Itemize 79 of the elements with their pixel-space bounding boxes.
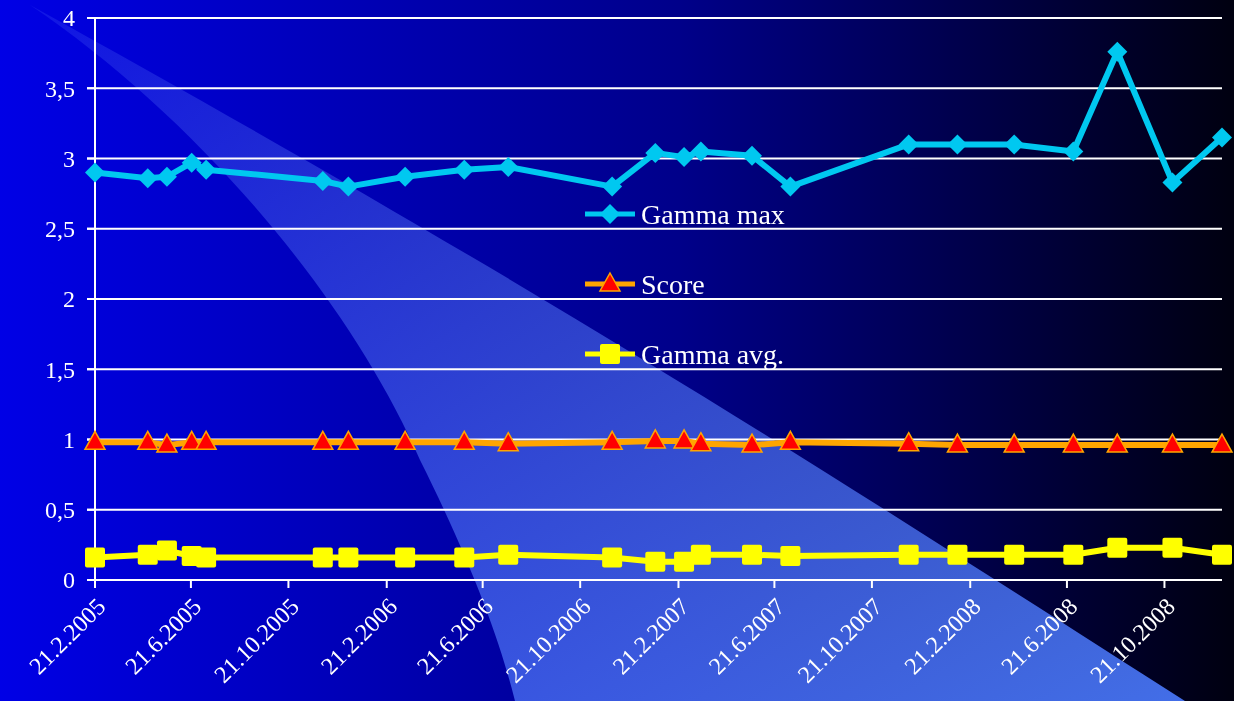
y-tick-label: 4 (63, 5, 75, 32)
point (85, 547, 105, 568)
point (645, 142, 666, 163)
legend-label: Gamma max (641, 198, 785, 230)
point (674, 551, 695, 572)
point (601, 430, 623, 451)
point (1063, 544, 1084, 565)
y-tick-label: 3 (63, 145, 75, 172)
point (312, 170, 333, 191)
point (644, 429, 667, 449)
point (181, 152, 202, 173)
point (897, 431, 920, 452)
point (1162, 172, 1183, 193)
point (1211, 433, 1233, 453)
point (1212, 127, 1232, 148)
point (947, 134, 968, 155)
point (454, 547, 475, 568)
point (1107, 41, 1128, 62)
point (690, 544, 711, 565)
point (602, 176, 623, 197)
point (946, 433, 969, 453)
point (195, 430, 217, 451)
point (1161, 433, 1184, 453)
point (312, 547, 333, 568)
point (137, 544, 158, 565)
y-tick-label: 0,5 (45, 497, 75, 524)
point (742, 544, 763, 565)
point (395, 166, 416, 187)
point (947, 544, 968, 565)
point (156, 166, 177, 187)
y-tick-label: 0 (63, 567, 75, 594)
point (741, 433, 763, 453)
legend-label: Gamma avg. (641, 338, 785, 370)
point (394, 430, 416, 451)
point (780, 176, 801, 197)
point (690, 431, 712, 452)
point (1003, 433, 1025, 453)
y-tick-label: 1 (63, 426, 75, 453)
point (498, 544, 519, 565)
point (1004, 544, 1025, 565)
point (196, 159, 217, 180)
point (690, 141, 711, 162)
legend-label: Score (641, 268, 705, 300)
point (454, 159, 475, 180)
point (1062, 433, 1085, 453)
point (742, 145, 763, 166)
point (1106, 433, 1129, 453)
point (1107, 537, 1128, 558)
point (1212, 544, 1232, 565)
point (779, 430, 802, 451)
y-tick-label: 1,5 (45, 356, 75, 383)
point (137, 430, 159, 451)
point (84, 430, 106, 451)
point (673, 429, 695, 449)
y-tick-label: 3,5 (45, 75, 75, 102)
point (1004, 134, 1025, 155)
point (395, 547, 416, 568)
point (156, 433, 178, 453)
point (338, 547, 359, 568)
point (453, 430, 476, 451)
point (898, 134, 919, 155)
point (137, 168, 158, 189)
point (645, 551, 666, 572)
point (312, 430, 334, 451)
point (338, 176, 359, 197)
point (1162, 537, 1183, 558)
point (156, 540, 177, 561)
point (498, 156, 519, 177)
point (674, 147, 695, 168)
y-tick-label: 2 (63, 286, 75, 313)
point (337, 430, 360, 451)
point (1063, 141, 1084, 162)
point (196, 547, 217, 568)
point (602, 547, 623, 568)
point (780, 546, 801, 567)
point (898, 544, 919, 565)
point (497, 431, 519, 452)
point (85, 162, 105, 183)
y-tick-label: 2,5 (45, 216, 75, 243)
